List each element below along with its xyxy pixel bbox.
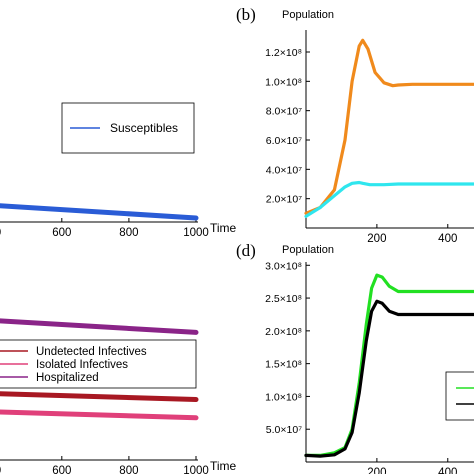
y-tick-label: 2.0×10⁸ — [265, 326, 302, 338]
x-tick-label: 00 — [0, 465, 1, 474]
series-line-susceptibles — [0, 203, 199, 221]
x-tick-label: 200 — [367, 467, 386, 474]
x-tick-label: 600 — [52, 465, 71, 474]
y-tick-label: 6.0×10⁷ — [266, 135, 302, 147]
x-tick-label: 1000 — [183, 465, 209, 474]
series-line-undetected-infectives — [0, 391, 199, 402]
x-tick-label: 600 — [52, 227, 71, 239]
y-tick-label: 2.5×10⁸ — [265, 293, 302, 305]
legend-label-undetected-infectives: Undetected Infectives — [36, 346, 147, 358]
panel-a: 00 600 800 1000 Time Susceptibles — [0, 102, 237, 239]
series-line-panel3-1 — [304, 299, 474, 458]
panel-b-series — [304, 38, 474, 218]
y-tick-label: 1.2×10⁸ — [265, 47, 302, 59]
panel-d-y-ticks: 5.0×10⁷ 1.0×10⁸ 1.5×10⁸ 2.0×10⁸ 2.5×10⁸ 3.0×1… — [265, 260, 310, 436]
panel-b: (b) Population 2.0×10⁷ 4.0×10⁷ 6.0×10⁷ 8.0×… — [236, 5, 474, 245]
panel-d-x-ticks: 200 400 — [367, 458, 457, 474]
panel-a-x-ticks: 00 600 800 1000 — [0, 218, 209, 239]
panel-b-ylabel: Population — [282, 9, 334, 21]
series-line-isolated-infectives — [0, 409, 199, 421]
y-tick-label: 2.0×10⁷ — [266, 194, 302, 206]
panel-b-letter: (b) — [236, 5, 256, 24]
x-tick-label: 400 — [438, 467, 457, 474]
panel-d-legend — [445, 371, 474, 421]
panel-c: 00 600 800 1000 Time Undetected Infectives … — [0, 318, 237, 474]
series-line-panel1-0 — [304, 38, 474, 215]
legend-label-hospitalized: Hospitalized — [36, 372, 99, 384]
panel-a-xlabel: Time — [210, 221, 237, 235]
x-tick-label: 800 — [119, 227, 138, 239]
legend-label-susceptibles: Susceptibles — [110, 121, 178, 135]
panel-a-legend: Susceptibles — [61, 102, 195, 154]
panel-c-legend: Undetected Infectives Isolated Infective… — [0, 339, 197, 389]
series-line-hospitalized — [0, 318, 199, 335]
panel-c-legend-box — [0, 339, 197, 389]
panel-d-ylabel: Population — [282, 244, 334, 256]
panel-d-series — [304, 273, 474, 458]
panel-b-x-ticks: 200 400 — [367, 224, 457, 245]
panel-c-x-ticks: 00 600 800 1000 — [0, 456, 209, 474]
panel-d-legend-box — [445, 371, 474, 421]
panel-d-letter: (d) — [236, 241, 256, 260]
x-tick-label: 00 — [0, 227, 1, 239]
y-tick-label: 1.5×10⁸ — [265, 359, 302, 371]
panel-d: (d) Population 5.0×10⁷ 1.0×10⁸ 1.5×10⁸ 2.0×… — [236, 241, 474, 474]
legend-label-isolated-infectives: Isolated Infectives — [36, 359, 128, 371]
y-tick-label: 4.0×10⁷ — [266, 164, 302, 176]
panel-b-y-ticks: 2.0×10⁷ 4.0×10⁷ 6.0×10⁷ 8.0×10⁷ 1.0×10⁸ 1.2×1… — [265, 47, 310, 206]
panel-a-series — [0, 203, 199, 221]
x-tick-label: 800 — [119, 465, 138, 474]
y-tick-label: 3.0×10⁸ — [265, 260, 302, 272]
x-tick-label: 200 — [367, 233, 386, 245]
y-tick-label: 1.0×10⁸ — [265, 76, 302, 88]
x-tick-label: 400 — [438, 233, 457, 245]
x-tick-label: 1000 — [183, 227, 209, 239]
y-tick-label: 1.0×10⁸ — [265, 391, 302, 403]
series-line-panel1-1 — [304, 180, 474, 218]
y-tick-label: 8.0×10⁷ — [266, 106, 302, 118]
y-tick-label: 5.0×10⁷ — [266, 424, 302, 436]
panel-c-xlabel: Time — [210, 459, 237, 473]
series-line-panel3-0 — [304, 273, 474, 457]
panel-c-series — [0, 318, 199, 421]
